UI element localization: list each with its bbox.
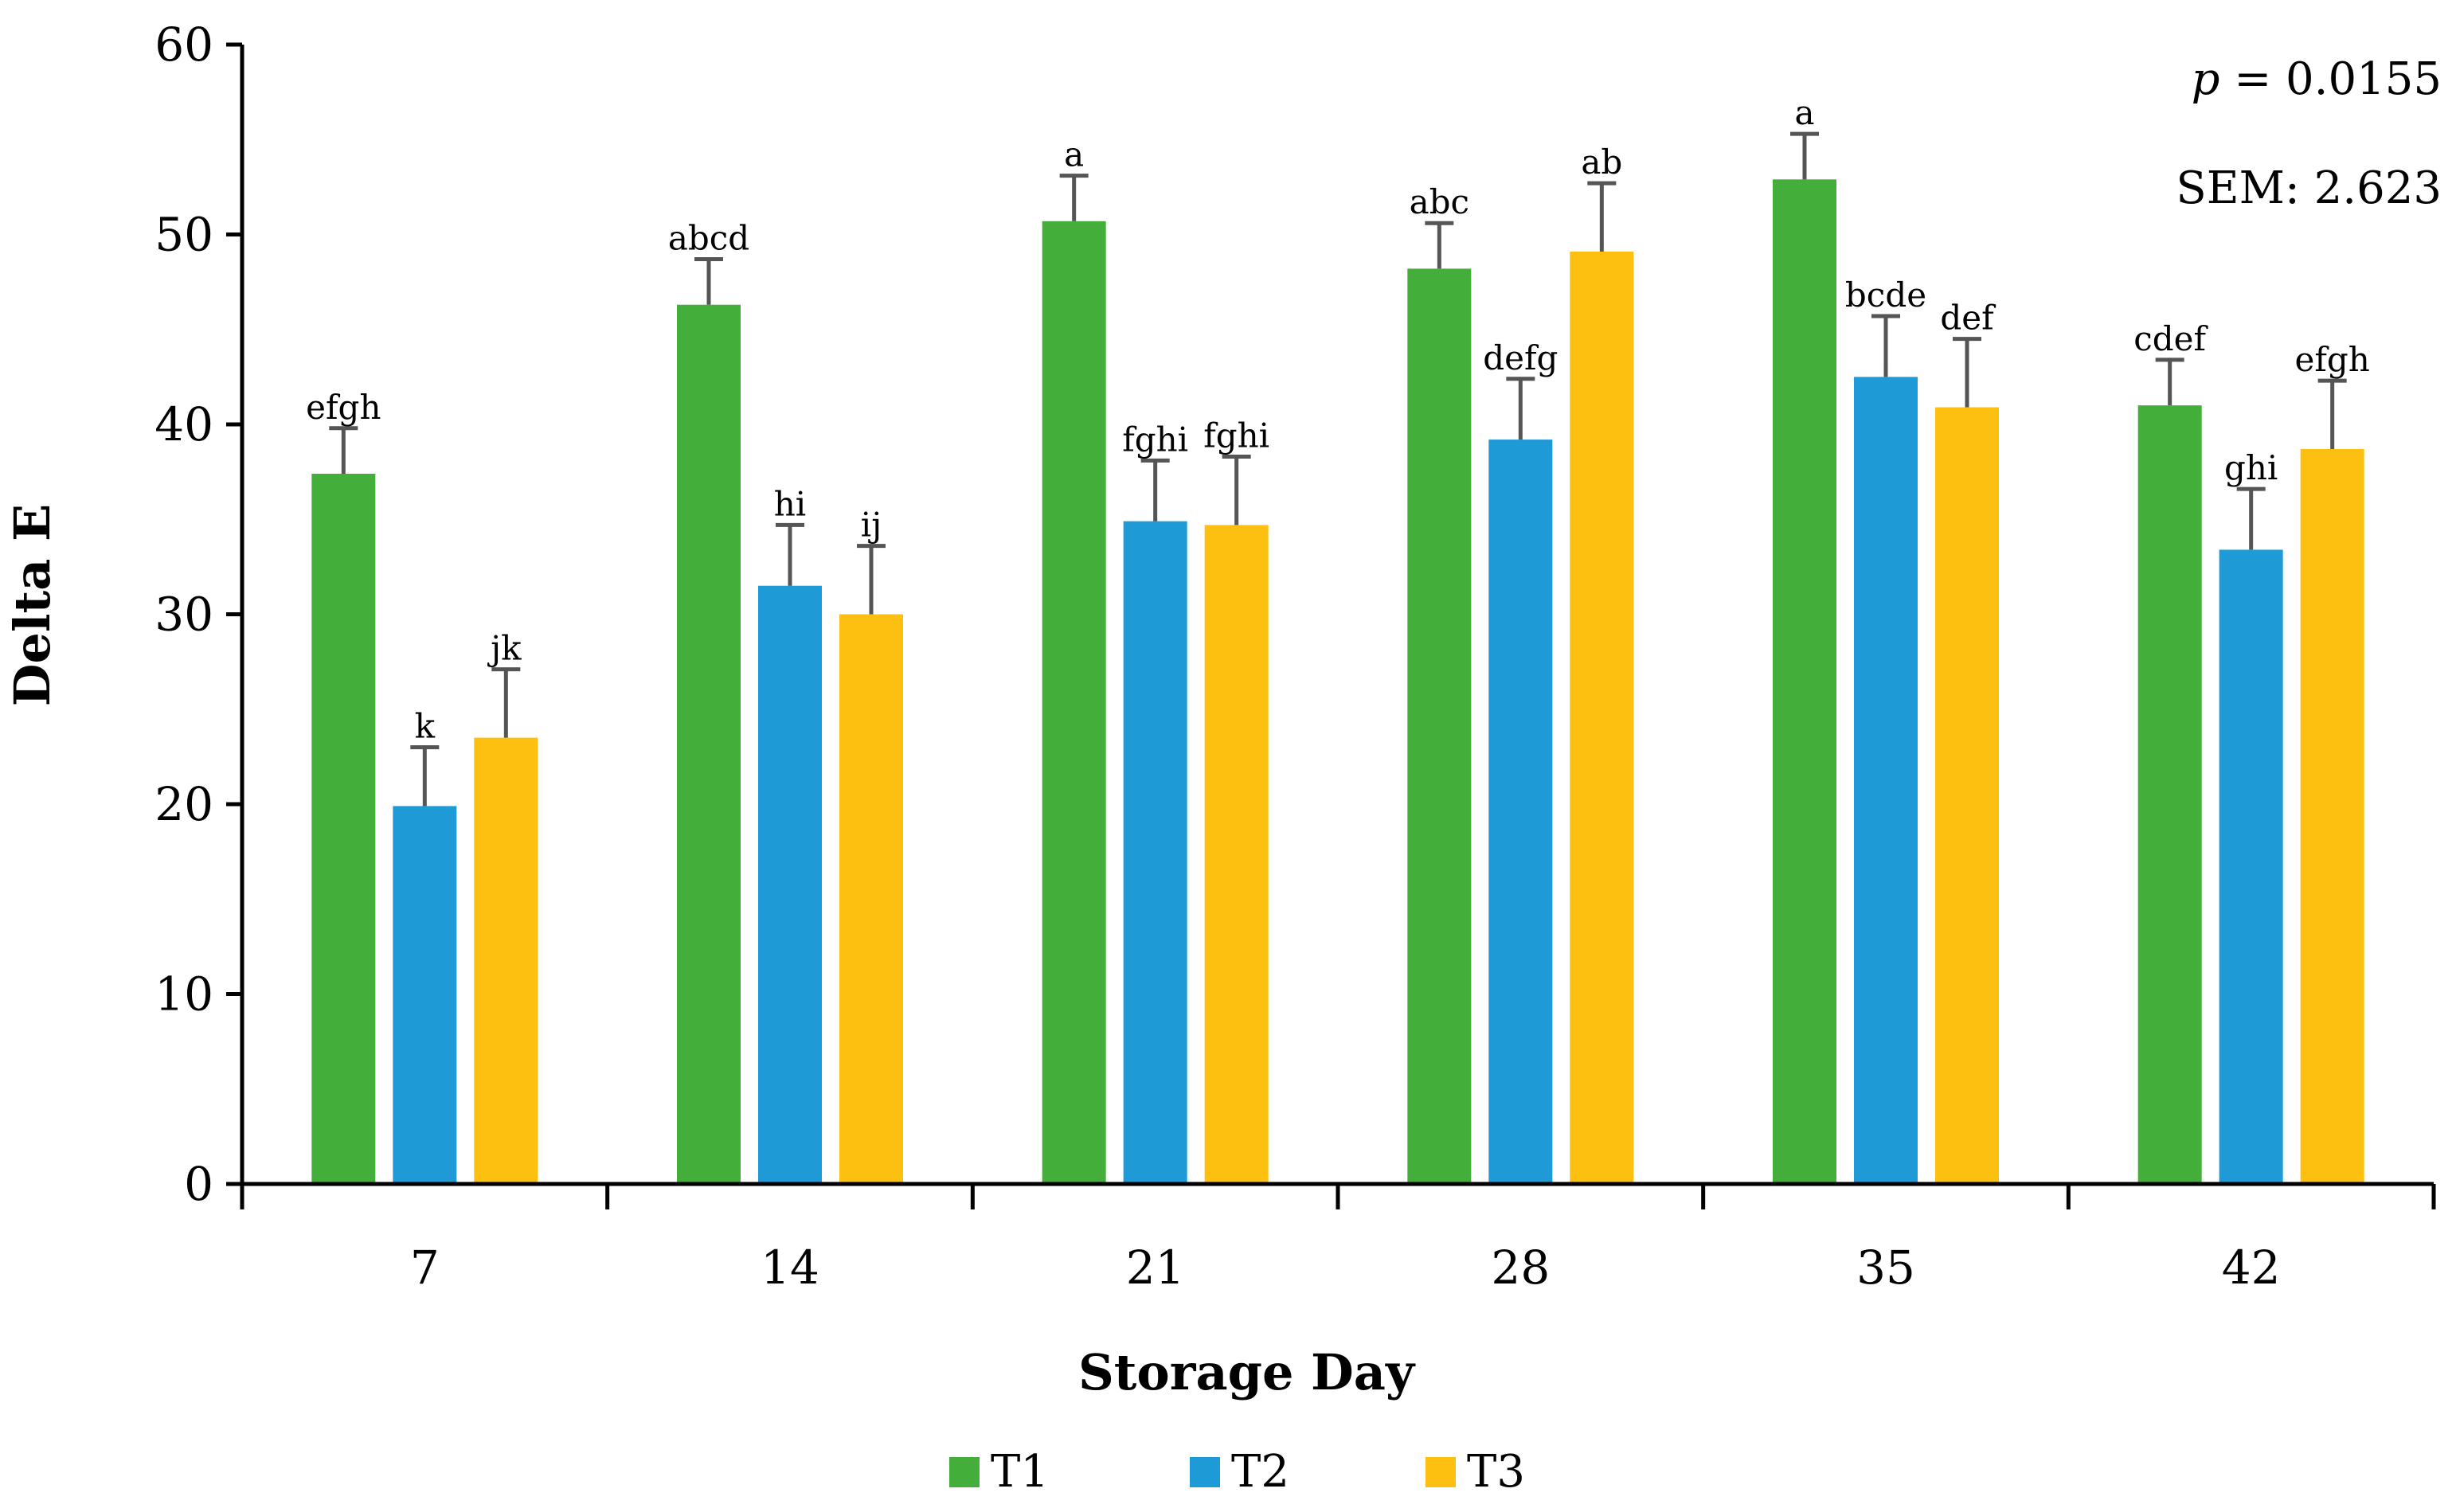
legend-label-t3: T3: [1467, 1446, 1525, 1498]
significance-label: fghi: [1203, 416, 1269, 455]
bar-t2-day-21: [1123, 521, 1187, 1184]
significance-label: fghi: [1122, 420, 1188, 459]
significance-label: ij: [861, 506, 882, 545]
y-tick-label: 50: [154, 208, 213, 262]
significance-label: bcde: [1845, 275, 1926, 315]
x-tick-label: 7: [410, 1240, 440, 1295]
significance-label: def: [1940, 299, 1996, 338]
bar-t2-day-42: [2219, 549, 2283, 1184]
significance-label: a: [1064, 135, 1084, 174]
legend: T1 T2 T3: [949, 1446, 1525, 1498]
bar-t3-day-7: [474, 737, 538, 1184]
y-tick-label: 20: [154, 777, 213, 831]
bar-t2-day-14: [758, 585, 822, 1184]
significance-label: abcd: [668, 219, 749, 258]
x-tick-label: 28: [1491, 1240, 1550, 1295]
bar-t2-day-35: [1854, 377, 1918, 1184]
legend-label-t1: T1: [991, 1446, 1049, 1498]
bars-group: efgh abcd a abc a cdef k hi fghi defg bcde ghi jk ij f…: [306, 93, 2370, 1185]
bar-t3-day-14: [839, 614, 903, 1184]
bar-t3-day-21: [1204, 525, 1269, 1184]
significance-label: efgh: [306, 388, 381, 427]
significance-label: efgh: [2294, 340, 2369, 379]
significance-label: cdef: [2133, 319, 2208, 358]
sem-annotation: SEM: 2.623: [2176, 162, 2442, 214]
significance-label: ab: [1581, 143, 1622, 182]
x-tick-label: 21: [1126, 1240, 1185, 1295]
y-tick-label: 60: [154, 18, 213, 72]
significance-label: a: [1794, 93, 1814, 132]
legend-swatch-t1: [949, 1457, 980, 1487]
bar-t1-day-21: [1042, 221, 1106, 1185]
bar-t3-day-35: [1935, 407, 1999, 1184]
y-tick-label: 40: [154, 397, 213, 451]
x-axis-title: Storage Day: [1078, 1343, 1416, 1401]
y-tick-label: 10: [154, 967, 213, 1022]
axes-group: 0 10 20 30 40 50 60 7 14 21 28 35 42: [154, 18, 2436, 1295]
significance-label: jk: [487, 629, 522, 668]
p-value-annotation: p = 0.0155: [2192, 53, 2442, 105]
p-value: = 0.0155: [2220, 53, 2442, 105]
legend-swatch-t3: [1425, 1457, 1456, 1487]
significance-label: abc: [1410, 182, 1469, 221]
y-tick-label: 0: [184, 1157, 213, 1211]
y-axis-title: Delta E: [3, 504, 61, 706]
bar-t1-day-42: [2137, 405, 2202, 1184]
y-tick-label: 30: [154, 588, 213, 642]
significance-label: defg: [1483, 338, 1558, 377]
bar-t2-day-7: [393, 806, 457, 1184]
x-tick-label: 42: [2222, 1240, 2281, 1295]
significance-label: ghi: [2224, 448, 2278, 487]
bar-t3-day-42: [2300, 449, 2364, 1184]
bar-t3-day-28: [1570, 251, 1634, 1185]
bar-t1-day-7: [311, 474, 376, 1184]
p-symbol: p: [2192, 53, 2220, 105]
legend-swatch-t2: [1190, 1457, 1220, 1487]
significance-label: k: [415, 706, 436, 745]
bar-t1-day-14: [677, 304, 741, 1184]
bar-t2-day-28: [1488, 440, 1553, 1184]
legend-label-t2: T2: [1231, 1446, 1289, 1498]
x-tick-label: 35: [1856, 1240, 1915, 1295]
bar-t1-day-28: [1407, 268, 1472, 1185]
x-tick-label: 14: [761, 1240, 819, 1295]
bar-t1-day-35: [1773, 179, 1836, 1185]
significance-label: hi: [774, 484, 806, 523]
